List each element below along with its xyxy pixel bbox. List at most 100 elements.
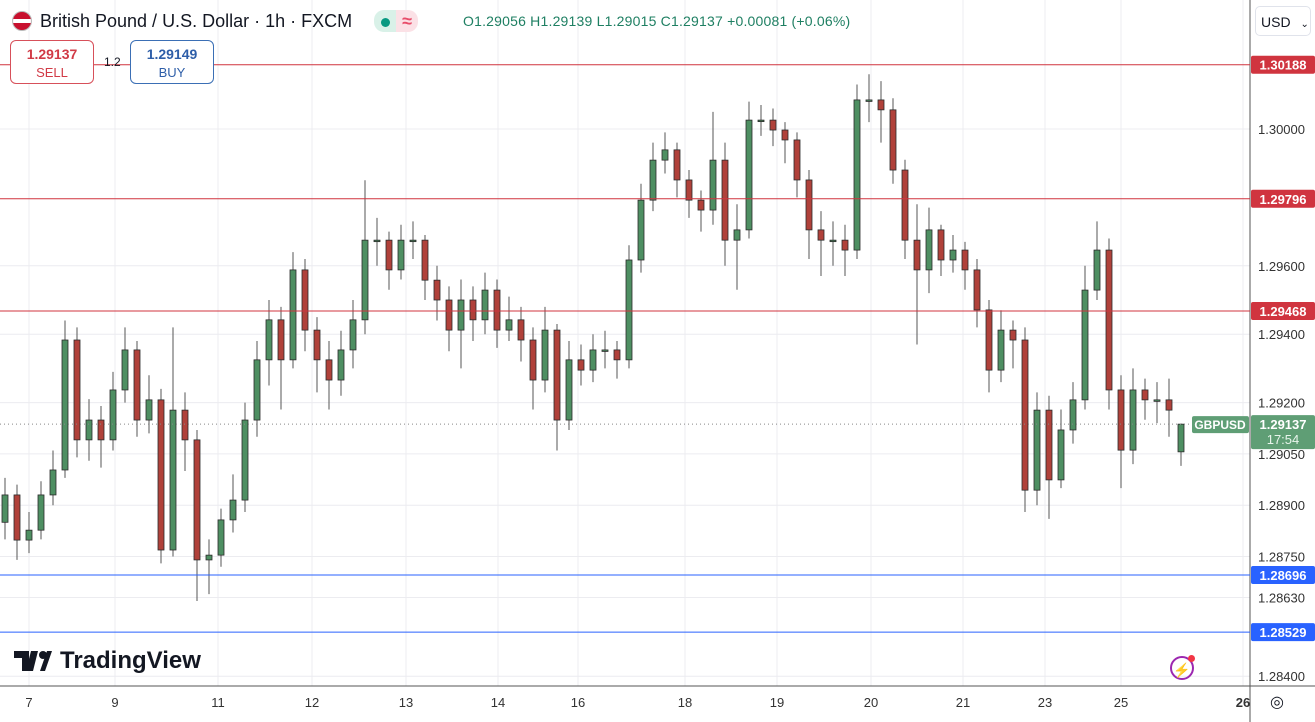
candle-body xyxy=(1177,423,1185,453)
symbol-title[interactable]: British Pound / U.S. Dollar · 1h · FXCM xyxy=(40,10,353,31)
candle-body xyxy=(793,139,801,181)
candle xyxy=(193,429,201,601)
candle xyxy=(517,306,525,362)
time-tick-label: 7 xyxy=(25,695,32,710)
support-level-label: 1.28529 xyxy=(1260,625,1307,640)
candle-body xyxy=(13,494,21,541)
candle xyxy=(241,402,249,513)
candle-body xyxy=(985,309,993,371)
candle xyxy=(349,300,357,369)
candle xyxy=(913,204,921,345)
support-level-label: 1.28696 xyxy=(1260,568,1307,583)
candle-body xyxy=(889,109,897,171)
price-tick-label: 1.29600 xyxy=(1258,259,1305,274)
currency-dropdown[interactable]: USD ⌄ xyxy=(1255,6,1311,36)
price-tick-label: 1.29200 xyxy=(1258,396,1305,411)
candle-body xyxy=(289,269,297,361)
settings-eye-icon[interactable]: ◎ xyxy=(1270,694,1284,711)
candle-body xyxy=(781,129,789,141)
candle xyxy=(109,371,117,451)
sell-label: SELL xyxy=(36,65,68,80)
candle xyxy=(1093,221,1101,300)
time-tick-label: 26 xyxy=(1236,695,1250,710)
time-tick-label: 14 xyxy=(491,695,505,710)
candle xyxy=(829,221,837,266)
candle-body xyxy=(1093,249,1101,291)
candle xyxy=(1045,395,1053,519)
candle-body xyxy=(205,554,213,561)
candle-body xyxy=(589,349,597,371)
candle-body xyxy=(757,119,765,123)
candle-body xyxy=(337,349,345,381)
candle-body xyxy=(265,319,273,361)
time-tick-label: 18 xyxy=(678,695,692,710)
candle xyxy=(565,341,573,430)
symbol-header[interactable]: British Pound / U.S. Dollar · 1h · FXCM … xyxy=(12,10,419,32)
candle-body xyxy=(169,409,177,551)
candle xyxy=(1129,368,1137,465)
candle xyxy=(541,306,549,393)
approx-wave-icon: ≈ xyxy=(396,10,419,32)
candle-body xyxy=(565,359,573,421)
candle xyxy=(553,323,561,451)
candle xyxy=(817,211,825,277)
candle xyxy=(61,320,69,478)
candle-body xyxy=(133,349,141,421)
candle-body xyxy=(1165,399,1173,411)
time-tick-label: 21 xyxy=(956,695,970,710)
status-pill[interactable]: ≈ xyxy=(374,10,419,32)
candle xyxy=(1081,265,1089,410)
candle xyxy=(853,84,861,259)
tradingview-logo[interactable]: TradingView xyxy=(14,647,201,675)
candle xyxy=(793,132,801,198)
candle-body xyxy=(1117,389,1125,451)
candle xyxy=(337,330,345,396)
candle xyxy=(985,300,993,393)
candle-body xyxy=(961,249,969,271)
market-open-icon xyxy=(374,10,397,32)
candle-body xyxy=(217,519,225,556)
candle xyxy=(157,388,165,564)
buy-button[interactable]: 1.29149 BUY xyxy=(130,40,214,84)
candle-body xyxy=(949,249,957,261)
gbp-flag-icon xyxy=(12,11,32,31)
candle-body xyxy=(685,179,693,201)
sell-button[interactable]: 1.29137 SELL xyxy=(10,40,94,84)
candle xyxy=(901,159,909,259)
price-tick-label: 1.29400 xyxy=(1258,327,1305,342)
currency-value: USD xyxy=(1261,14,1291,30)
candle-body xyxy=(613,349,621,361)
time-tick-label: 20 xyxy=(864,695,878,710)
candle-body xyxy=(277,319,285,361)
candle xyxy=(1009,320,1017,369)
candle-body xyxy=(505,319,513,331)
candle xyxy=(733,204,741,290)
logo-text: TradingView xyxy=(60,647,201,674)
candle-body xyxy=(85,419,93,441)
candle xyxy=(1105,238,1113,410)
candle xyxy=(289,252,297,369)
candle-body xyxy=(445,299,453,331)
candle-body xyxy=(145,399,153,421)
candle xyxy=(889,98,897,184)
candle xyxy=(229,474,237,533)
candle xyxy=(841,224,849,277)
candle xyxy=(781,122,789,164)
candle xyxy=(205,539,213,595)
candle xyxy=(313,317,321,393)
candle-body xyxy=(481,289,489,321)
candle xyxy=(805,170,813,259)
sell-price: 1.29137 xyxy=(26,46,78,62)
candle-body xyxy=(229,499,237,521)
candle-body xyxy=(1105,249,1113,391)
candle-body xyxy=(805,179,813,231)
buy-price: 1.29149 xyxy=(146,46,198,62)
time-tick-label: 23 xyxy=(1038,695,1052,710)
candle-body xyxy=(553,329,561,421)
lightning-icon[interactable]: ⚡ xyxy=(1170,655,1195,680)
candle xyxy=(877,81,885,143)
candle-body xyxy=(817,229,825,241)
candle-body xyxy=(1045,409,1053,481)
candle xyxy=(361,180,369,335)
